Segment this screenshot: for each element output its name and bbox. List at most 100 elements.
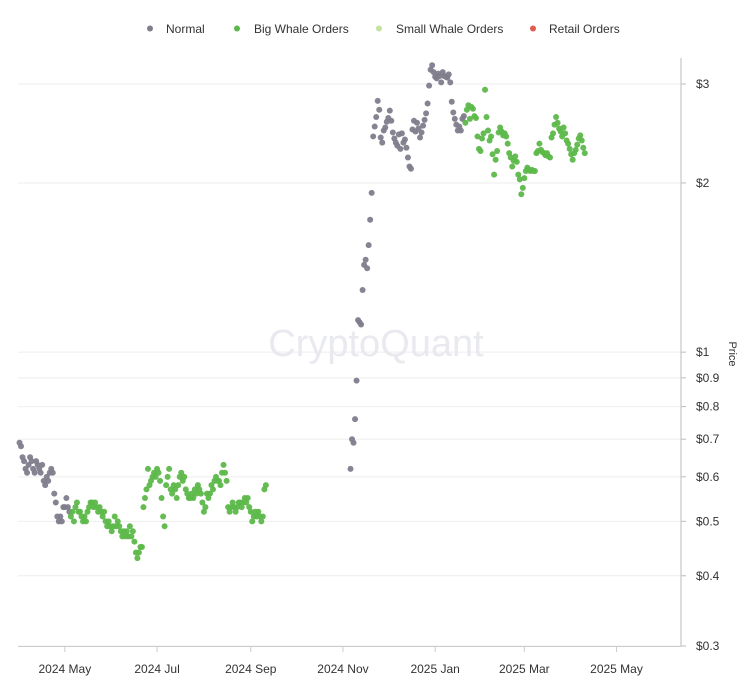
data-point[interactable] [144,465,151,472]
data-point[interactable] [420,122,427,129]
data-point[interactable] [401,136,408,143]
data-point[interactable] [128,533,135,540]
data-point[interactable] [99,513,106,520]
data-point[interactable] [403,144,410,151]
legend-item-3[interactable]: Retail Orders [530,22,620,36]
data-point[interactable] [553,114,560,121]
data-point[interactable] [92,499,99,506]
data-point[interactable] [445,71,452,78]
data-point[interactable] [163,482,170,489]
data-point[interactable] [81,513,88,520]
data-point[interactable] [482,86,489,93]
data-point[interactable] [421,116,428,123]
data-point[interactable] [234,504,241,511]
data-point[interactable] [536,140,543,147]
data-point[interactable] [362,256,369,263]
data-point[interactable] [578,137,585,144]
data-point[interactable] [173,495,180,502]
legend-item-0[interactable]: Normal [147,22,205,36]
data-point[interactable] [512,153,519,160]
data-point[interactable] [18,443,25,450]
data-point[interactable] [429,62,436,69]
legend-item-2[interactable]: Small Whale Orders [376,22,503,36]
data-point[interactable] [96,504,103,511]
data-point[interactable] [451,115,458,122]
data-point[interactable] [69,508,76,515]
data-point[interactable] [503,133,510,140]
data-point[interactable] [373,114,380,121]
data-point[interactable] [160,513,167,520]
data-point[interactable] [190,495,197,502]
data-point[interactable] [141,495,148,502]
data-point[interactable] [414,119,421,126]
data-point[interactable] [114,518,121,525]
data-point[interactable] [226,508,233,515]
data-point[interactable] [448,98,455,105]
data-point[interactable] [134,555,141,562]
data-point[interactable] [560,124,567,131]
data-point[interactable] [83,518,90,525]
data-point[interactable] [135,549,142,556]
data-point[interactable] [371,123,378,130]
data-point[interactable] [474,133,481,140]
data-point[interactable] [353,377,360,384]
data-point[interactable] [554,119,561,126]
data-point[interactable] [255,508,262,515]
data-point[interactable] [129,528,136,535]
data-point[interactable] [367,216,374,223]
data-point[interactable] [347,465,354,472]
data-point[interactable] [21,458,28,465]
data-point[interactable] [209,486,216,493]
data-point[interactable] [206,490,213,497]
data-point[interactable] [426,82,433,89]
data-point[interactable] [140,504,147,511]
data-point[interactable] [138,544,145,551]
data-point[interactable] [515,171,522,178]
data-point[interactable] [466,115,473,122]
data-point[interactable] [509,163,516,170]
data-point[interactable] [51,490,58,497]
data-point[interactable] [76,508,83,515]
data-point[interactable] [244,495,251,502]
data-point[interactable] [229,499,236,506]
data-point[interactable] [569,156,576,163]
data-point[interactable] [358,321,365,328]
data-point[interactable] [202,504,209,511]
data-point[interactable] [247,508,254,515]
data-point[interactable] [374,97,381,104]
data-point[interactable] [377,134,384,141]
data-point[interactable] [105,518,112,525]
data-point[interactable] [222,469,229,476]
data-point[interactable] [238,504,245,511]
data-point[interactable] [131,538,138,545]
data-point[interactable] [197,490,204,497]
data-point[interactable] [175,482,182,489]
legend-item-1[interactable]: Big Whale Orders [234,22,349,36]
data-point[interactable] [24,469,31,476]
data-point[interactable] [368,189,375,196]
data-point[interactable] [84,508,91,515]
data-point[interactable] [37,469,44,476]
data-point[interactable] [450,109,457,116]
data-point[interactable] [169,490,176,497]
data-point[interactable] [220,461,227,468]
data-point[interactable] [494,147,501,154]
data-point[interactable] [504,140,511,147]
data-point[interactable] [364,265,371,272]
data-point[interactable] [31,469,38,476]
data-point[interactable] [126,523,133,530]
data-point[interactable] [123,528,130,535]
data-point[interactable] [562,130,569,137]
data-point[interactable] [447,79,454,86]
data-point[interactable] [259,513,266,520]
data-point[interactable] [518,191,525,198]
data-point[interactable] [472,114,479,121]
data-point[interactable] [577,132,584,139]
data-point[interactable] [477,147,484,154]
data-point[interactable] [72,504,79,511]
data-point[interactable] [492,156,499,163]
data-point[interactable] [424,100,431,107]
data-point[interactable] [258,518,265,525]
data-point[interactable] [28,458,35,465]
data-point[interactable] [199,499,206,506]
